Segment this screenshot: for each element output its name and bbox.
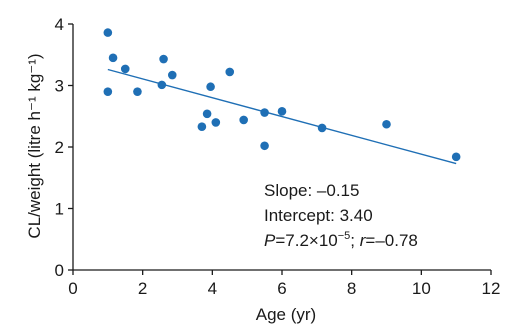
data-point bbox=[197, 122, 207, 132]
y-tick-label: 4 bbox=[55, 15, 64, 34]
data-point bbox=[167, 70, 177, 80]
y-tick-label: 1 bbox=[55, 200, 64, 219]
x-tick-label: 0 bbox=[68, 279, 77, 298]
data-point bbox=[108, 53, 118, 63]
x-axis-label: Age (yr) bbox=[256, 305, 316, 324]
x-tick-label: 2 bbox=[138, 279, 147, 298]
annotation-separator: ; bbox=[350, 231, 359, 250]
annotation-r-value: =–0.78 bbox=[365, 231, 417, 250]
annotation-stats: P=7.2×10−5; r=–0.78 bbox=[264, 230, 418, 250]
data-point bbox=[159, 54, 168, 64]
data-point bbox=[103, 87, 113, 96]
data-point bbox=[277, 107, 287, 116]
data-point bbox=[206, 82, 215, 92]
annotation-p-exponent: −5 bbox=[338, 230, 351, 242]
y-tick-label: 3 bbox=[55, 77, 64, 96]
annotation-r-symbol: r bbox=[360, 231, 367, 250]
data-point bbox=[382, 119, 391, 129]
x-tick-label: 6 bbox=[277, 279, 286, 298]
data-points bbox=[103, 28, 461, 162]
data-point bbox=[451, 152, 461, 162]
annotation-p-value: =7.2×10 bbox=[275, 231, 337, 250]
regression-line bbox=[107, 68, 457, 165]
x-tick-label: 10 bbox=[412, 279, 431, 298]
annotation-intercept: Intercept: 3.40 bbox=[264, 206, 373, 225]
x-tick-label: 8 bbox=[347, 279, 356, 298]
data-point bbox=[211, 118, 221, 127]
data-point bbox=[260, 141, 269, 151]
annotation-slope: Slope: –0.15 bbox=[264, 181, 359, 200]
data-point bbox=[103, 28, 113, 37]
data-point bbox=[133, 87, 142, 96]
y-tick-label: 0 bbox=[55, 261, 64, 280]
data-point bbox=[202, 109, 212, 119]
data-point bbox=[157, 80, 167, 90]
data-point bbox=[225, 67, 235, 77]
y-axis-label: CL/weight (litre h⁻¹ kg⁻¹) bbox=[25, 53, 44, 238]
regression-line-group bbox=[107, 68, 457, 165]
x-tick-label: 12 bbox=[482, 279, 501, 298]
data-point bbox=[120, 64, 130, 74]
y-tick-label: 2 bbox=[55, 138, 64, 157]
annotation-p-symbol: P bbox=[264, 231, 276, 250]
data-point bbox=[239, 115, 248, 125]
x-tick-label: 4 bbox=[208, 279, 217, 298]
